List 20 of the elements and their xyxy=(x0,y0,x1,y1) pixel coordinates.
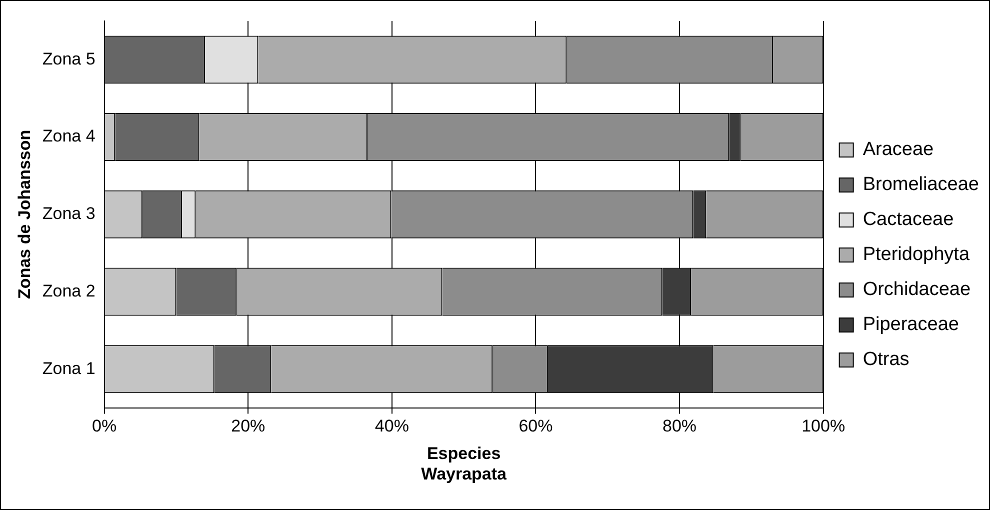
x-tick-label: 0% xyxy=(92,416,117,436)
y-tick-label: Zona 5 xyxy=(42,49,96,68)
y-tick-label: Zona 3 xyxy=(42,204,96,224)
y-tick-label: Zona 4 xyxy=(42,126,96,146)
x-tick-label: 60% xyxy=(518,416,553,436)
legend-label: Piperaceae xyxy=(862,314,959,336)
y-axis-title: Zonas de Johansson xyxy=(14,130,34,299)
x-tick-label: 100% xyxy=(802,416,846,436)
legend-label: Pteridophyta xyxy=(862,244,970,266)
y-tick-label: Zona 2 xyxy=(42,281,96,300)
x-tick-label: 20% xyxy=(231,416,266,436)
legend-label: Orchidaceae xyxy=(862,279,971,300)
x-tick-label: 40% xyxy=(374,416,409,436)
x-axis-title: Especies Wayrapata xyxy=(421,444,508,484)
legend-label: Otras xyxy=(862,349,910,370)
legend-label: Bromeliaceae xyxy=(862,174,979,196)
x-tick-label: 80% xyxy=(662,416,697,436)
legend-label: Cactaceae xyxy=(862,209,954,230)
y-tick-label: Zona 1 xyxy=(42,358,96,378)
legend-label: Araceae xyxy=(862,139,934,160)
